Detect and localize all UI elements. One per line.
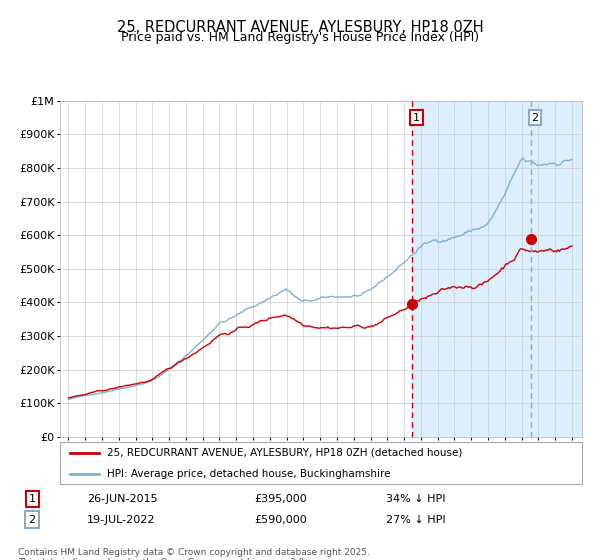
Text: £590,000: £590,000 [254, 515, 307, 525]
Text: 2: 2 [29, 515, 36, 525]
Text: 26-JUN-2015: 26-JUN-2015 [87, 494, 158, 504]
Text: 34% ↓ HPI: 34% ↓ HPI [386, 494, 446, 504]
FancyBboxPatch shape [60, 442, 582, 484]
Text: Price paid vs. HM Land Registry's House Price Index (HPI): Price paid vs. HM Land Registry's House … [121, 31, 479, 44]
Text: 27% ↓ HPI: 27% ↓ HPI [386, 515, 446, 525]
Bar [412, 101, 600, 437]
Text: HPI: Average price, detached house, Buckinghamshire: HPI: Average price, detached house, Buck… [107, 469, 391, 479]
Text: 25, REDCURRANT AVENUE, AYLESBURY, HP18 0ZH (detached house): 25, REDCURRANT AVENUE, AYLESBURY, HP18 0… [107, 448, 463, 458]
Text: 19-JUL-2022: 19-JUL-2022 [87, 515, 155, 525]
Text: 2: 2 [532, 113, 539, 123]
Text: 1: 1 [413, 113, 420, 123]
Text: 1: 1 [29, 494, 35, 504]
Text: £395,000: £395,000 [254, 494, 307, 504]
Text: 25, REDCURRANT AVENUE, AYLESBURY, HP18 0ZH: 25, REDCURRANT AVENUE, AYLESBURY, HP18 0… [116, 20, 484, 35]
Text: Contains HM Land Registry data © Crown copyright and database right 2025.
This d: Contains HM Land Registry data © Crown c… [18, 548, 370, 560]
